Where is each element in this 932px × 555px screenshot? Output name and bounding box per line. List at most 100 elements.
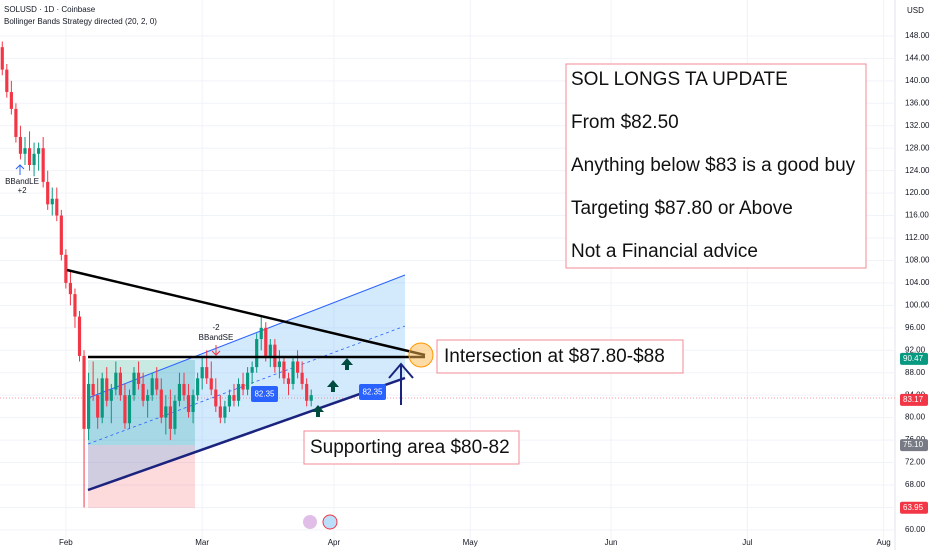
candle-body xyxy=(136,372,141,384)
x-tick-label: May xyxy=(463,538,478,547)
x-tick-label: Feb xyxy=(59,538,73,547)
note-line: From $82.50 xyxy=(571,112,679,133)
y-tick-label: 128.00 xyxy=(905,143,930,152)
candle-body xyxy=(14,108,18,137)
long-signal-arrow xyxy=(15,164,25,175)
support-label: Supporting area $80-82 xyxy=(310,437,510,458)
target-arrow xyxy=(388,362,414,405)
candle-body xyxy=(150,378,154,396)
candle-body xyxy=(18,136,23,154)
long-signal-qty: +2 xyxy=(17,186,27,195)
y-tick-label: 100.00 xyxy=(905,300,930,309)
price-badge-label: 63.95 xyxy=(903,503,924,512)
profit-zone xyxy=(88,360,195,445)
x-tick-label: Jun xyxy=(605,538,618,547)
candle-body xyxy=(223,406,227,418)
candle-body xyxy=(159,389,163,418)
short-signal-qty: -2 xyxy=(212,323,220,332)
note-line: Anything below $83 is a good buy xyxy=(571,155,856,176)
candle-body xyxy=(209,378,213,390)
y-tick-label: 80.00 xyxy=(905,413,926,422)
channel-upper xyxy=(87,274,406,399)
candle-body xyxy=(264,327,268,356)
y-tick-label: 104.00 xyxy=(905,278,930,287)
y-tick-label: 108.00 xyxy=(905,256,930,265)
intersection-marker xyxy=(408,342,434,368)
candle-body xyxy=(146,395,150,401)
resistance-line xyxy=(66,268,426,357)
arrows xyxy=(312,358,353,417)
candle-body xyxy=(277,361,281,368)
price-badge xyxy=(900,393,928,406)
price-tag xyxy=(251,386,278,402)
candle-body xyxy=(241,383,245,390)
support-line xyxy=(87,376,406,492)
candle-body xyxy=(68,282,73,295)
y-tick-label: 68.00 xyxy=(905,480,926,489)
y-tick-label: 88.00 xyxy=(905,368,926,377)
candle-body xyxy=(127,395,132,424)
candle-body xyxy=(173,400,177,429)
candle-body xyxy=(141,383,145,401)
candle-body xyxy=(118,372,122,396)
loss-zone xyxy=(88,445,195,508)
short-signal-arrow xyxy=(211,345,221,356)
candle-body xyxy=(236,383,241,401)
candle-body xyxy=(73,294,77,317)
candle-body xyxy=(9,92,13,109)
candle-body xyxy=(191,395,195,413)
x-tick-label: Jul xyxy=(742,538,752,547)
indicator: Bollinger Bands Strategy directed (20, 2… xyxy=(4,17,157,26)
candle-body xyxy=(41,148,45,182)
candle-body xyxy=(259,327,263,340)
currency: USD xyxy=(907,6,924,15)
x-tick-label: Apr xyxy=(328,538,341,547)
candle-body xyxy=(77,316,82,356)
candle-body xyxy=(232,395,236,401)
price-badge-label: 83.17 xyxy=(903,395,924,404)
candle-body xyxy=(255,339,259,368)
y-tick-label: 60.00 xyxy=(905,525,926,534)
candle-body xyxy=(132,372,136,396)
price-badge-label: 90.47 xyxy=(903,354,924,363)
candle-body xyxy=(64,254,68,283)
candle-body xyxy=(96,395,100,418)
price-tag-text: 82.35 xyxy=(362,388,383,397)
y-tick-label: 120.00 xyxy=(905,188,930,197)
candle-body xyxy=(291,361,295,384)
candle-body xyxy=(0,47,4,70)
candle-body xyxy=(105,378,109,401)
candle-body xyxy=(282,361,286,379)
candle-body xyxy=(82,355,86,429)
candle-body xyxy=(196,378,200,396)
y-tick-label: 148.00 xyxy=(905,31,930,40)
candle-body xyxy=(55,198,59,216)
y-tick-label: 116.00 xyxy=(905,211,929,220)
candle-body xyxy=(246,372,250,390)
y-tick-label: 140.00 xyxy=(905,76,930,85)
intersection-label: Intersection at $87.80-$88 xyxy=(444,346,665,367)
candle-body xyxy=(59,215,63,255)
candle-body xyxy=(46,181,50,205)
long-signal: BBandLE xyxy=(5,177,39,186)
price-badge xyxy=(900,501,928,514)
note-line: Targeting $87.80 or Above xyxy=(571,198,793,219)
candle-body xyxy=(164,406,168,418)
price-badge xyxy=(900,352,928,365)
candle-body xyxy=(309,395,313,401)
support-box xyxy=(303,430,520,465)
candle-body xyxy=(227,395,232,407)
x-tick-label: Mar xyxy=(195,538,209,547)
candle-body xyxy=(205,367,209,379)
up-arrow xyxy=(327,380,339,392)
candle-body xyxy=(295,361,300,373)
candle-body xyxy=(268,344,272,356)
price-tag-text: 82.35 xyxy=(254,390,275,399)
up-arrow xyxy=(341,358,353,370)
event-icon xyxy=(303,515,317,529)
candle-body xyxy=(182,383,186,396)
y-tick-label: 92.00 xyxy=(905,345,926,354)
event-icon xyxy=(322,514,338,530)
